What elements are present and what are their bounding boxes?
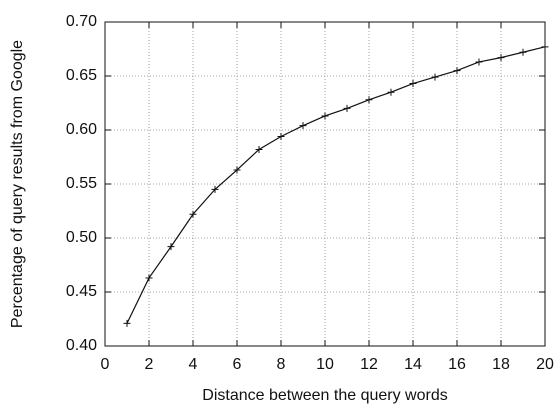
data-point bbox=[497, 54, 505, 62]
y-tick-label: 0.40 bbox=[66, 337, 97, 354]
x-tick-label: 2 bbox=[145, 356, 154, 373]
data-point bbox=[123, 319, 131, 327]
x-tick-label: 4 bbox=[189, 356, 198, 373]
data-point bbox=[365, 96, 373, 104]
x-tick-label: 6 bbox=[233, 356, 242, 373]
data-point bbox=[519, 48, 527, 56]
plot-frame bbox=[104, 21, 546, 347]
data-point bbox=[277, 132, 285, 140]
data-point bbox=[233, 166, 241, 174]
x-tick-label: 20 bbox=[536, 356, 554, 373]
data-point bbox=[541, 43, 549, 51]
x-tick-label: 16 bbox=[448, 356, 466, 373]
y-tick-label: 0.55 bbox=[66, 175, 97, 192]
x-tick-label: 0 bbox=[101, 356, 110, 373]
data-point bbox=[189, 210, 197, 218]
x-tick-label: 12 bbox=[360, 356, 378, 373]
data-point bbox=[409, 80, 417, 88]
y-tick-label: 0.45 bbox=[66, 283, 97, 300]
x-axis-label: Distance between the query words bbox=[202, 387, 447, 404]
data-point bbox=[211, 185, 219, 193]
y-tick-label: 0.60 bbox=[66, 121, 97, 138]
data-point bbox=[167, 243, 175, 251]
data-point bbox=[453, 67, 461, 75]
data-point bbox=[299, 122, 307, 130]
data-point bbox=[387, 88, 395, 96]
y-tick-label: 0.65 bbox=[66, 67, 97, 84]
data-point bbox=[343, 104, 351, 112]
data-point bbox=[255, 145, 263, 153]
x-tick-label: 10 bbox=[316, 356, 334, 373]
y-axis-label: Percentage of query results from Google bbox=[9, 40, 26, 328]
x-tick-label: 18 bbox=[492, 356, 510, 373]
data-point bbox=[431, 73, 439, 81]
data-point bbox=[145, 274, 153, 282]
data-point bbox=[475, 58, 483, 66]
data-point bbox=[321, 112, 329, 120]
x-tick-label: 8 bbox=[277, 356, 286, 373]
data-line bbox=[126, 46, 546, 324]
x-tick-label: 14 bbox=[404, 356, 422, 373]
y-tick-label: 0.50 bbox=[66, 229, 97, 246]
y-tick-label: 0.70 bbox=[66, 13, 97, 30]
